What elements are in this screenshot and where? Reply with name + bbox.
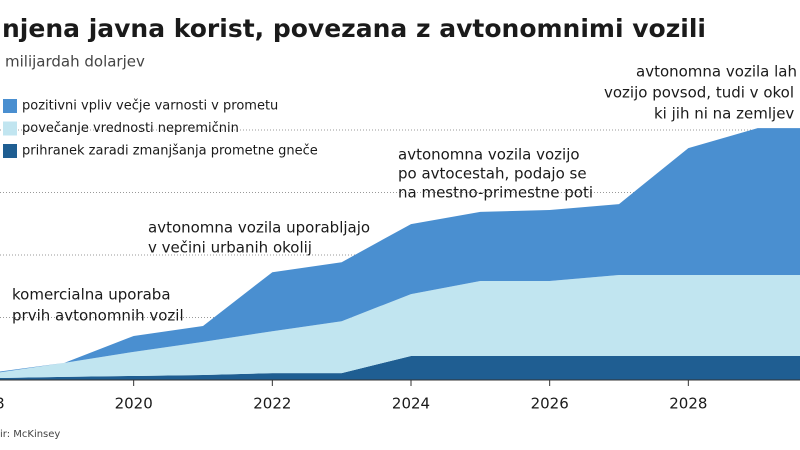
legend-swatch [3,99,17,113]
x-tick-label: 2024 [392,395,430,413]
annotation: ki jih ni na zemljev [654,105,794,123]
legend-label: povečanje vrednosti nepremičnin [22,121,239,136]
annotation: avtonomna vozila lah [636,63,797,81]
area [0,355,800,380]
annotation: na mestno-primestne poti [398,184,593,202]
source: ir: McKinsey [0,429,60,440]
legend-swatch [3,121,17,136]
annotation: avtonomna vozila uporabljajo [148,219,370,237]
annotation: v večini urbanih okolij [148,239,312,257]
x-tick-label: 2020 [115,395,153,413]
area [0,128,800,373]
x-tick-label: 18 [0,395,5,413]
annotation: prvih avtonomnih vozil [12,307,184,325]
legend-label: pozitivni vpliv večje varnosti v prometu [22,99,278,114]
area [0,275,800,379]
legend-swatch [3,144,17,158]
subtitle: milijardah dolarjev [5,53,145,71]
annotation: po avtocestah, podajo se [398,165,587,183]
annotation: avtonomna vozila vozijo [398,146,580,164]
annotation: vozijo povsod, tudi v okol [604,84,794,102]
x-tick-label: 2026 [531,395,569,413]
legend-label: prihranek zaradi zmanjšanja prometne gne… [22,144,318,159]
x-tick-label: 2022 [253,395,291,413]
annotation: komercialna uporaba [12,286,171,304]
x-tick-label: 2028 [669,395,707,413]
chart-title: njena javna korist, povezana z avtonomni… [2,14,706,43]
